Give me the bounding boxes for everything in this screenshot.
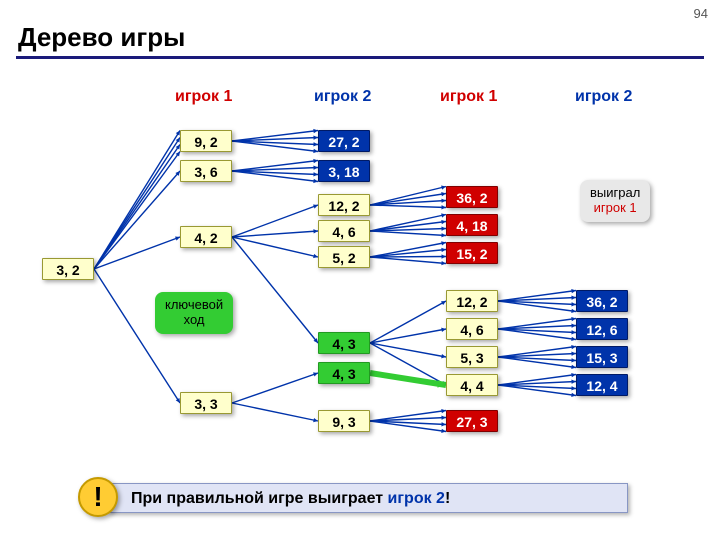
node-c3: 15, 2 xyxy=(446,242,498,264)
node-b8: 9, 3 xyxy=(318,410,370,432)
node-c7: 4, 4 xyxy=(446,374,498,396)
node-c2: 4, 18 xyxy=(446,214,498,236)
node-b4: 4, 6 xyxy=(318,220,370,242)
column-header-2: игрок 1 xyxy=(440,88,497,106)
column-header-1: игрок 2 xyxy=(314,88,371,106)
node-c1: 36, 2 xyxy=(446,186,498,208)
conclusion-bar: ! При правильной игре выиграет игрок 2! xyxy=(80,480,640,514)
callout-key_move: ключевойход xyxy=(155,292,233,334)
title-rule xyxy=(16,56,704,59)
conclusion-post: ! xyxy=(445,490,450,507)
node-b6: 4, 3 xyxy=(318,332,370,354)
conclusion-text: При правильной игре выиграет игрок 2! xyxy=(108,483,628,513)
node-b7: 4, 3 xyxy=(318,362,370,384)
page-title: Дерево игры xyxy=(18,22,185,53)
callout-winner: выигралигрок 1 xyxy=(580,180,650,222)
node-d1: 36, 2 xyxy=(576,290,628,312)
node-b2: 3, 18 xyxy=(318,160,370,182)
conclusion-em: игрок 2 xyxy=(388,490,445,507)
node-c8: 27, 3 xyxy=(446,410,498,432)
node-c5: 4, 6 xyxy=(446,318,498,340)
node-a2: 3, 6 xyxy=(180,160,232,182)
node-c4: 12, 2 xyxy=(446,290,498,312)
conclusion-pre: При правильной игре выиграет xyxy=(131,490,388,507)
node-a4: 3, 3 xyxy=(180,392,232,414)
column-header-3: игрок 2 xyxy=(575,88,632,106)
node-a3: 4, 2 xyxy=(180,226,232,248)
node-b5: 5, 2 xyxy=(318,246,370,268)
node-a1: 9, 2 xyxy=(180,130,232,152)
node-d3: 15, 3 xyxy=(576,346,628,368)
column-header-0: игрок 1 xyxy=(175,88,232,106)
node-d4: 12, 4 xyxy=(576,374,628,396)
node-c6: 5, 3 xyxy=(446,346,498,368)
node-root: 3, 2 xyxy=(42,258,94,280)
node-b3: 12, 2 xyxy=(318,194,370,216)
exclamation-icon: ! xyxy=(78,477,118,517)
game-tree-diagram: игрок 1 игрок 2 игрок 1 игрок 2 3, 2 9, 2 3, 6… xyxy=(0,62,720,540)
page-number: 94 xyxy=(694,6,708,21)
node-b1: 27, 2 xyxy=(318,130,370,152)
node-d2: 12, 6 xyxy=(576,318,628,340)
